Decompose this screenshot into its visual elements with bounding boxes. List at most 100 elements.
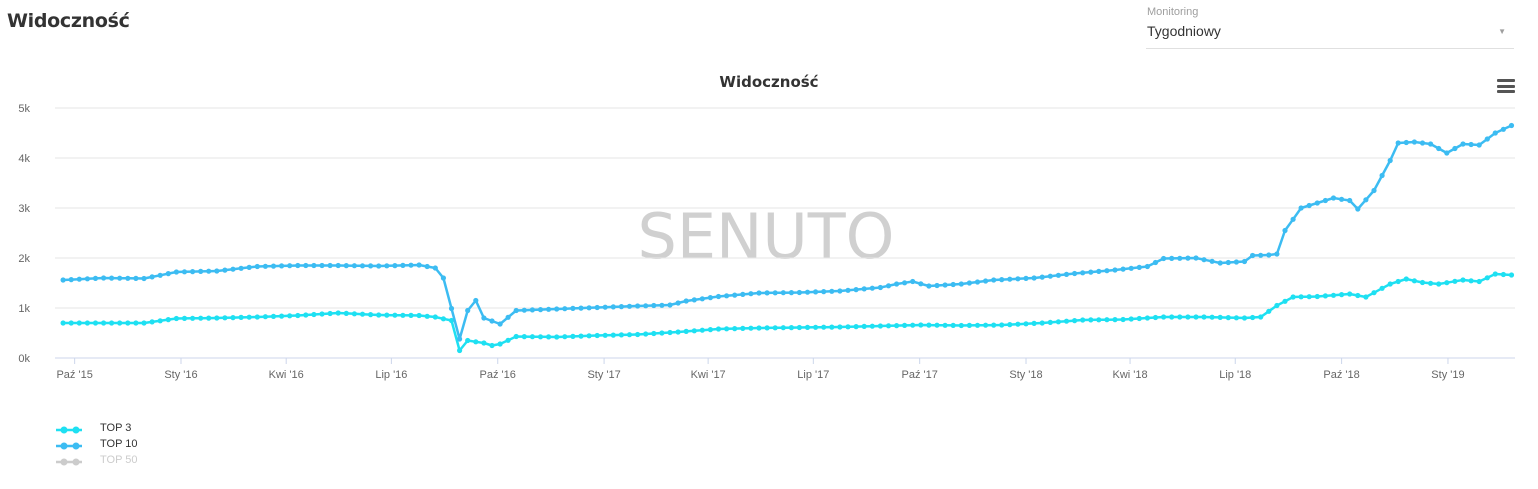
data-point [230, 315, 236, 321]
data-point [1007, 322, 1013, 328]
data-point [400, 312, 406, 318]
data-point [1274, 302, 1280, 309]
monitoring-label: Monitoring [1147, 6, 1199, 18]
data-point [408, 262, 414, 268]
data-point [1055, 272, 1061, 278]
x-tick-label: Sty '19 [1431, 369, 1464, 381]
data-point [319, 311, 325, 317]
y-tick-label: 1k [18, 303, 30, 315]
series-top-10 [60, 122, 1515, 342]
data-point [287, 313, 293, 319]
monitoring-value[interactable]: Tygodniowy [1147, 23, 1221, 39]
data-point [780, 325, 786, 331]
data-point [319, 262, 325, 269]
data-point [1136, 264, 1142, 270]
data-point [1144, 315, 1150, 321]
data-point [756, 325, 762, 331]
data-point [942, 322, 948, 328]
menu-icon[interactable] [1497, 79, 1515, 93]
data-point [270, 263, 277, 269]
monitoring-select[interactable]: Monitoring Tygodniowy ▼ [1146, 5, 1514, 49]
data-point [311, 311, 317, 318]
data-point [1217, 260, 1223, 266]
data-point [877, 323, 884, 329]
data-point [845, 287, 851, 293]
data-point [1428, 280, 1434, 286]
data-point [1233, 315, 1239, 321]
data-point [950, 322, 956, 328]
data-point [92, 275, 99, 281]
data-point [1460, 277, 1466, 283]
data-point [748, 291, 754, 297]
data-point [529, 307, 536, 313]
data-point [1298, 205, 1304, 211]
data-point [359, 311, 366, 317]
data-point [1468, 278, 1474, 284]
data-point [902, 280, 908, 286]
data-point [570, 305, 576, 311]
data-point [667, 302, 673, 308]
data-point [1169, 255, 1175, 261]
data-point [683, 298, 689, 304]
data-point [1355, 292, 1361, 299]
data-point [1152, 259, 1159, 266]
data-point [1039, 274, 1045, 280]
data-point [958, 281, 964, 287]
data-point [376, 263, 382, 269]
x-tick-label: Sty '17 [587, 369, 620, 381]
data-point [1063, 271, 1070, 277]
data-point [991, 277, 997, 283]
data-point [675, 300, 681, 306]
data-point [707, 327, 714, 333]
data-point [804, 289, 811, 295]
data-point [1120, 316, 1126, 323]
data-point [861, 286, 867, 292]
chevron-down-icon[interactable]: ▼ [1498, 27, 1506, 36]
data-point [740, 325, 746, 331]
data-point [109, 275, 115, 281]
data-point [732, 292, 738, 298]
data-point [999, 322, 1005, 328]
x-tick-label: Lip '16 [375, 369, 407, 381]
legend-label: TOP 10 [100, 438, 138, 450]
data-point [76, 276, 82, 282]
data-point [125, 275, 131, 281]
legend-swatch [56, 458, 82, 466]
data-point [1161, 314, 1167, 320]
watermark-logo: SENUTO [638, 200, 895, 273]
data-point [1266, 252, 1272, 258]
data-point [1250, 252, 1256, 259]
data-point [1072, 318, 1078, 324]
data-point [448, 305, 455, 312]
legend-label: TOP 50 [100, 454, 138, 466]
data-point [813, 324, 819, 330]
data-point [1209, 258, 1215, 264]
data-point [635, 303, 641, 309]
page-title: Widoczność [7, 10, 130, 32]
y-axis: 0k 1k 2k 3k 4k 5k [18, 103, 30, 365]
data-point [829, 288, 835, 294]
data-point [853, 287, 859, 293]
data-point [756, 290, 762, 296]
data-point [877, 284, 884, 291]
data-point [772, 290, 778, 296]
data-point [1039, 320, 1045, 326]
data-point [1209, 314, 1215, 320]
data-point [894, 281, 900, 287]
data-point [68, 277, 74, 283]
data-point [1161, 255, 1167, 262]
data-point [190, 315, 196, 321]
x-tick-label: Sty '18 [1009, 369, 1042, 381]
data-point [489, 342, 495, 349]
data-point [1128, 265, 1134, 271]
data-point [1452, 278, 1458, 284]
data-point [190, 269, 196, 275]
data-point [1484, 275, 1490, 281]
data-point [262, 314, 268, 320]
data-point [230, 266, 236, 272]
data-point [1088, 269, 1094, 275]
data-point [586, 305, 592, 311]
data-point [1428, 141, 1434, 147]
data-point [724, 293, 730, 299]
data-point [974, 279, 981, 285]
